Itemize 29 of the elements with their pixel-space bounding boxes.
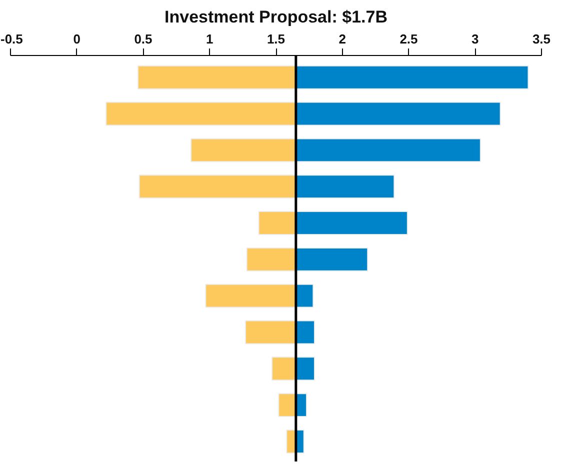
bar bbox=[205, 284, 296, 308]
bar bbox=[295, 102, 501, 126]
bar bbox=[295, 138, 481, 162]
bar bbox=[295, 174, 395, 199]
x-tick-label: 2 bbox=[338, 32, 346, 46]
bar bbox=[295, 211, 408, 235]
bar bbox=[295, 356, 315, 381]
bar bbox=[295, 320, 315, 344]
bar bbox=[295, 247, 368, 272]
x-tick-label: 2.5 bbox=[400, 32, 418, 46]
bar bbox=[137, 65, 296, 90]
bar bbox=[244, 320, 296, 344]
bar bbox=[138, 174, 296, 199]
x-tick-label: 1 bbox=[206, 32, 214, 46]
bar bbox=[278, 393, 296, 418]
x-tick-label: 0 bbox=[73, 32, 80, 46]
chart-title: Investment Proposal: $1.7B bbox=[164, 8, 388, 26]
x-tick-label: 3.5 bbox=[532, 32, 551, 46]
bar bbox=[258, 211, 296, 235]
bar bbox=[295, 284, 314, 308]
x-tick-label: 1.5 bbox=[266, 32, 286, 46]
x-tick-label: 0.5 bbox=[134, 32, 152, 46]
bar bbox=[190, 138, 296, 162]
bar bbox=[106, 102, 296, 126]
bar bbox=[295, 65, 529, 90]
x-tick-label: 3 bbox=[472, 32, 479, 46]
bar bbox=[272, 356, 296, 381]
bar bbox=[246, 247, 296, 272]
x-tick-label: -0.5 bbox=[0, 32, 23, 46]
